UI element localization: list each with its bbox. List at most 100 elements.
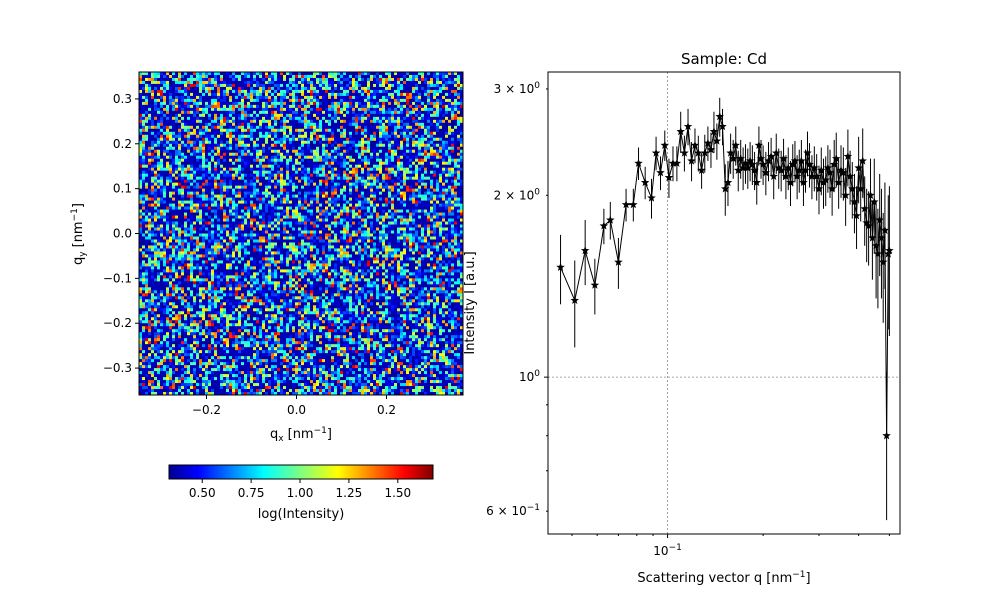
heatmap-cell [397, 197, 401, 201]
heatmap-cell [268, 74, 272, 79]
heatmap-cell [304, 149, 308, 154]
heatmap-cell [292, 170, 296, 175]
heatmap-cell [331, 191, 335, 196]
heatmap-cell [430, 158, 434, 163]
heatmap-cell [295, 98, 299, 103]
heatmap-cell [232, 101, 236, 106]
heatmap-cell [424, 125, 428, 130]
heatmap-cell [430, 200, 434, 204]
heatmap-cell [370, 134, 374, 139]
heatmap-cell [211, 194, 215, 199]
heatmap-cell [211, 72, 215, 76]
heatmap-cell [193, 101, 197, 106]
heatmap-cell [358, 155, 362, 160]
heatmap-cell [289, 83, 293, 88]
heatmap-cell [193, 128, 197, 133]
heatmap-cell [313, 80, 317, 85]
heatmap-cell [223, 149, 227, 154]
heatmap-cell [325, 176, 329, 181]
heatmap-cell [190, 122, 194, 127]
heatmap-cell [394, 89, 398, 94]
heatmap-cell [148, 203, 152, 207]
heatmap-cell [310, 182, 314, 187]
heatmap-cell [214, 206, 218, 210]
heatmap-cell [211, 149, 215, 154]
heatmap-cell [352, 89, 356, 94]
heatmap-cell [205, 128, 209, 133]
heatmap-cell [217, 116, 221, 121]
heatmap-cell [373, 173, 377, 178]
heatmap-cell [319, 206, 323, 210]
heatmap-cell [283, 77, 287, 82]
heatmap-cell [439, 179, 443, 184]
heatmap-cell [163, 101, 167, 106]
heatmap-cell [241, 200, 245, 204]
heatmap-cell [424, 131, 428, 136]
heatmap-cell [427, 131, 431, 136]
heatmap-cell [340, 140, 344, 145]
heatmap-cell [403, 188, 407, 193]
heatmap-cell [409, 80, 413, 85]
heatmap-cell [436, 143, 440, 148]
heatmap-cell [253, 191, 257, 196]
heatmap-cell [187, 92, 191, 97]
heatmap-cell [190, 83, 194, 88]
heatmap-cell [370, 140, 374, 145]
heatmap-cell [241, 110, 245, 115]
heatmap-cell [145, 107, 149, 112]
heatmap-cell [376, 203, 380, 207]
heatmap-cell [370, 113, 374, 118]
heatmap-cell [298, 200, 302, 204]
heatmap-cell [418, 137, 422, 142]
heatmap-cell [418, 80, 422, 85]
heatmap-cell [223, 101, 227, 106]
heatmap-cell [298, 92, 302, 97]
heatmap-cell [394, 113, 398, 118]
heatmap-cell [346, 119, 350, 124]
heatmap-cell [175, 167, 179, 172]
heatmap-cell [322, 125, 326, 130]
heatmap-cell [262, 170, 266, 175]
heatmap-cell [301, 74, 305, 79]
heatmap-cell [283, 80, 287, 85]
heatmap-cell [439, 131, 443, 136]
heatmap-cell [187, 74, 191, 79]
heatmap-cell [145, 194, 149, 199]
heatmap-cell [394, 194, 398, 199]
heatmap-cell [460, 167, 464, 172]
heatmap-cell [280, 155, 284, 160]
heatmap-cell [139, 149, 143, 154]
heatmap-cell [148, 110, 152, 115]
heatmap-cell [247, 104, 251, 109]
heatmap-cell [193, 149, 197, 154]
heatmap-cell [262, 167, 266, 172]
heatmap-cell [412, 155, 416, 160]
heatmap-cell [172, 128, 176, 133]
heatmap-cell [310, 101, 314, 106]
heatmap-cell [283, 164, 287, 169]
heatmap-cell [304, 80, 308, 85]
heatmap-cell [274, 131, 278, 136]
heatmap-cell [397, 101, 401, 106]
heatmap-cell [220, 89, 224, 94]
heatmap-cell [262, 155, 266, 160]
heatmap-cell [340, 191, 344, 196]
heatmap-cell [424, 200, 428, 204]
heatmap-cell [283, 113, 287, 118]
heatmap-cell [148, 188, 152, 193]
heatmap-cell [265, 92, 269, 97]
heatmap-cell [439, 149, 443, 154]
heatmap-cell [442, 188, 446, 193]
heatmap-cell [406, 158, 410, 163]
heatmap-cell [442, 122, 446, 127]
heatmap-cell [451, 179, 455, 184]
heatmap-cell [358, 206, 362, 210]
heatmap-cell [376, 98, 380, 103]
heatmap-cell [361, 128, 365, 133]
heatmap-cell [148, 164, 152, 169]
heatmap-cell [256, 191, 260, 196]
heatmap-cell [274, 107, 278, 112]
heatmap-cell [388, 89, 392, 94]
heatmap-cell [163, 119, 167, 124]
heatmap-cell [187, 110, 191, 115]
